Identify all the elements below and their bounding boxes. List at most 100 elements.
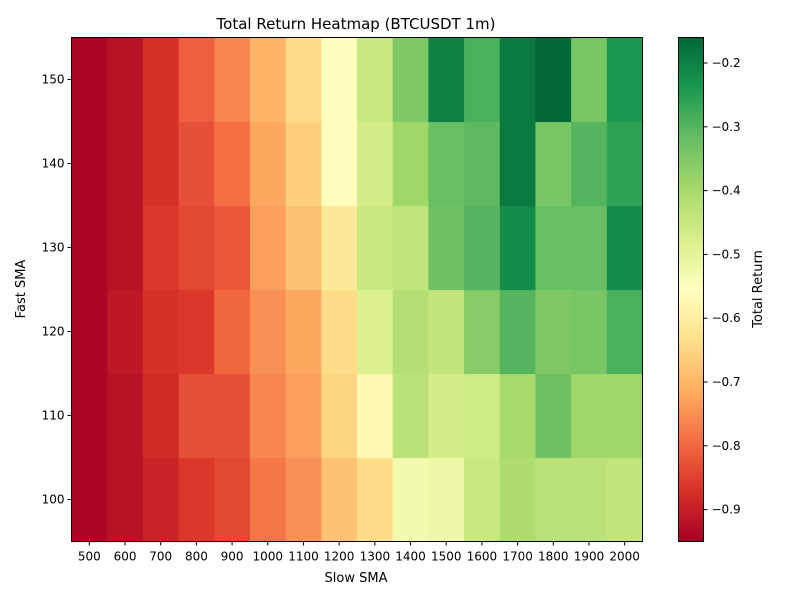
heatmap-cell: [249, 373, 287, 459]
heatmap-cell: [357, 121, 394, 207]
heatmap-cell: [392, 205, 429, 291]
y-tick-label: 100: [42, 493, 65, 507]
heatmap-cell: [499, 121, 537, 207]
x-tick-label: 900: [221, 550, 244, 564]
heatmap-cell: [178, 373, 215, 459]
y-axis-label: Fast SMA: [14, 260, 29, 319]
x-tick-label: 1800: [538, 550, 569, 564]
heatmap-cell: [357, 457, 394, 543]
x-tick-label: 500: [78, 550, 101, 564]
colorbar-ticks: −0.9 −0.8 −0.7 −0.6 −0.5 −0.4 −0.3 −0.2: [703, 56, 741, 517]
heatmap-cell: [178, 457, 215, 543]
heatmap-cell: [214, 289, 251, 375]
heatmap-cell: [285, 289, 322, 375]
x-tick-label: 600: [114, 550, 137, 564]
heatmap-cell: [178, 37, 215, 123]
heatmap-cell: [606, 373, 644, 459]
heatmap-cell: [107, 289, 144, 375]
heatmap-cell: [214, 205, 251, 291]
heatmap-cell: [214, 37, 251, 123]
heatmap-cell: [606, 457, 644, 543]
heatmap-cell: [357, 205, 394, 291]
heatmap-cell: [142, 205, 180, 291]
x-tick-label: 1000: [253, 550, 284, 564]
x-axis-label: Slow SMA: [325, 571, 388, 586]
heatmap-cell: [428, 121, 465, 207]
heatmap-cell: [499, 289, 537, 375]
x-tick-label: 1300: [360, 550, 391, 564]
heatmap-cell: [571, 121, 608, 207]
heatmap-cell: [249, 121, 287, 207]
heatmap-cell: [249, 37, 287, 123]
chart-title: Total Return Heatmap (BTCUSDT 1m): [216, 15, 496, 33]
heatmap-cell: [107, 205, 144, 291]
x-tick-label: 800: [185, 550, 208, 564]
y-axis: 100 110 120 130 140 150: [42, 73, 72, 507]
heatmap-cell: [535, 289, 572, 375]
heatmap-cell: [464, 121, 501, 207]
heatmap-cell: [285, 457, 322, 543]
heatmap-cell: [571, 37, 608, 123]
heatmap-cell: [178, 121, 215, 207]
heatmap-cell: [428, 373, 465, 459]
heatmap-cell: [71, 289, 108, 375]
heatmap-cell: [464, 37, 501, 123]
heatmap-cell: [142, 289, 180, 375]
heatmap-cell: [464, 373, 501, 459]
heatmap-cell: [535, 457, 572, 543]
heatmap-cell: [535, 373, 572, 459]
colorbar-label: Total Return: [751, 250, 766, 329]
heatmap-cell: [249, 457, 287, 543]
heatmap-cell: [392, 289, 429, 375]
heatmap-cell: [107, 37, 144, 123]
colorbar-tick-label: −0.4: [712, 184, 741, 198]
heatmap-cell: [357, 289, 394, 375]
colorbar-tick-label: −0.8: [712, 439, 741, 453]
heatmap-cell: [428, 205, 465, 291]
colorbar-tick-label: −0.5: [712, 247, 741, 261]
heatmap-cell: [571, 289, 608, 375]
heatmap-cell: [392, 37, 429, 123]
x-tick-label: 1400: [395, 550, 426, 564]
heatmap-cell: [142, 457, 180, 543]
heatmap-cell: [464, 289, 501, 375]
colorbar-tick-label: −0.6: [712, 311, 741, 325]
heatmap-cell: [214, 121, 251, 207]
heatmap-cell: [499, 205, 537, 291]
colorbar: [678, 37, 704, 542]
heatmap-cell: [571, 205, 608, 291]
heatmap-cell: [535, 37, 572, 123]
heatmap-cell: [71, 457, 108, 543]
heatmap-cell: [285, 121, 322, 207]
heatmap-cell: [107, 121, 144, 207]
heatmap-cell: [107, 373, 144, 459]
x-tick-label: 2000: [609, 550, 640, 564]
heatmap-cell: [321, 373, 358, 459]
heatmap-cell: [571, 457, 608, 543]
y-tick-label: 150: [42, 73, 65, 87]
heatmap-cell: [321, 37, 358, 123]
heatmap-cell: [285, 373, 322, 459]
heatmap-cell: [357, 373, 394, 459]
heatmap-cell: [428, 289, 465, 375]
colorbar-tick-label: −0.9: [712, 503, 741, 517]
x-tick-label: 1200: [324, 550, 355, 564]
heatmap-cell: [107, 457, 144, 543]
heatmap-cell: [285, 37, 322, 123]
heatmap-cell: [321, 121, 358, 207]
heatmap-cell: [499, 37, 537, 123]
x-tick-label: 1700: [502, 550, 533, 564]
heatmap-cell: [428, 37, 465, 123]
heatmap-cell: [214, 457, 251, 543]
heatmap-cell: [392, 121, 429, 207]
y-tick-label: 120: [42, 325, 65, 339]
colorbar-tick-label: −0.7: [712, 375, 741, 389]
heatmap-cell: [214, 373, 251, 459]
heatmap-cell: [606, 205, 644, 291]
heatmap-cell: [142, 373, 180, 459]
heatmap-cell: [499, 373, 537, 459]
colorbar-tick-label: −0.2: [712, 56, 741, 70]
heatmap-cell: [178, 205, 215, 291]
heatmap-cell: [571, 373, 608, 459]
